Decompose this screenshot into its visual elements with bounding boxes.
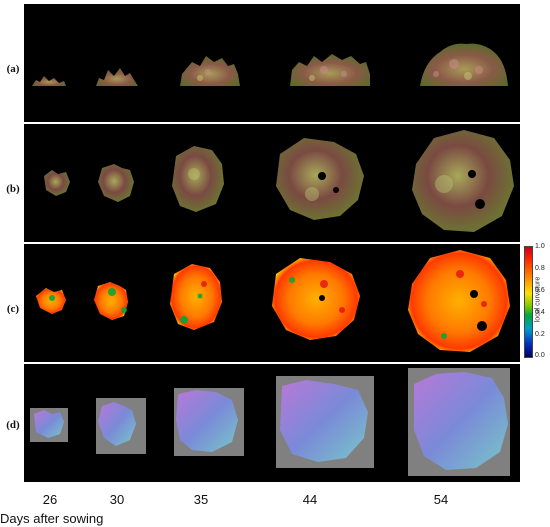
top-plant-30 (98, 164, 134, 202)
curv-plant-35 (170, 264, 222, 330)
side-plant-30 (96, 68, 138, 86)
colorbar (524, 246, 533, 358)
panel-normal-map (24, 364, 520, 482)
colorbar-tick-5: 0.2 (535, 331, 545, 338)
curv-plant-30 (94, 282, 128, 320)
day-label-30: 30 (109, 492, 125, 507)
colorbar-tick-1: 1.0 (535, 243, 545, 250)
day-label-54: 54 (433, 492, 449, 507)
normal-plant-26 (34, 410, 64, 438)
top-view-image (44, 130, 514, 232)
x-axis-title: Days after sowing (0, 511, 104, 526)
panel-side-view (24, 4, 520, 122)
side-plant-26 (32, 76, 66, 86)
normal-plant-30 (98, 402, 136, 446)
normal-map-image (30, 368, 510, 476)
curvature-map-image (36, 250, 510, 352)
row-label-d: (d) (6, 419, 20, 431)
panel-curvature-map (24, 244, 520, 362)
colorbar-tick-3: 0.6 (535, 287, 545, 294)
day-label-35: 35 (193, 492, 209, 507)
curv-plant-44 (272, 258, 360, 340)
colorbar-tick-6: 0.0 (535, 352, 545, 359)
normal-plant-35 (176, 390, 238, 452)
top-plant-35 (172, 146, 224, 212)
side-plant-54 (420, 43, 508, 86)
normal-plant-54 (414, 372, 508, 470)
colorbar-tick-2: 0.8 (535, 265, 545, 272)
row-label-a: (a) (6, 63, 20, 75)
row-label-b: (b) (6, 183, 20, 195)
curv-plant-26 (36, 288, 66, 314)
day-label-26: 26 (42, 492, 58, 507)
side-plant-44 (290, 54, 370, 86)
curv-plant-54 (408, 250, 510, 352)
panel-top-view (24, 124, 520, 242)
top-plant-54 (412, 130, 514, 232)
row-label-c: (c) (6, 303, 20, 315)
side-view-image (32, 43, 508, 86)
day-label-44: 44 (302, 492, 318, 507)
top-plant-26 (44, 170, 70, 196)
normal-plant-44 (280, 380, 368, 462)
colorbar-tick-4: 0.4 (535, 309, 545, 316)
colorbar-title: local curvature (534, 276, 542, 323)
